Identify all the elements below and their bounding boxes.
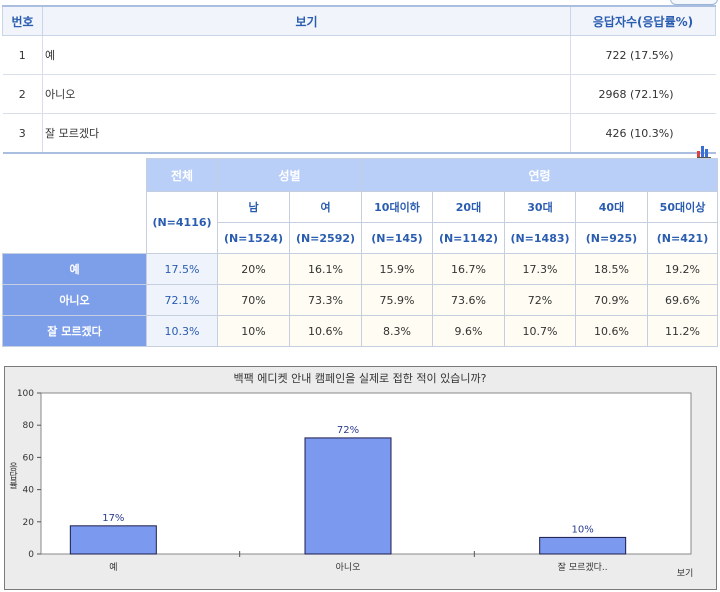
cell: 72% [504,284,576,316]
header-option: 보기 [42,5,571,36]
n-male: (N=1524) [217,222,290,254]
cell: 75.9% [361,284,433,316]
n-age-20: (N=1142) [432,222,505,254]
y-tick-label: 0 [28,550,34,560]
total-n: (N=4116) [146,191,218,254]
cross-table: 전체 성별 연령 (N=4116) 남 여 10대이하 20대 30대 40대 … [2,158,719,347]
bar [69,525,157,555]
bar-chart-icon[interactable] [697,145,711,158]
y-tick-label: 100 [17,389,34,399]
row-option: 잘 모르겠다 [42,113,571,154]
n-age-10: (N=145) [361,222,433,254]
row-label: 아니오 [2,284,147,316]
x-category-label: 아니오 [336,562,361,573]
col-female: 여 [289,191,362,223]
col-age-10: 10대이하 [361,191,433,223]
bar [539,536,627,555]
col-age-20: 20대 [432,191,505,223]
n-age-50: (N=421) [646,222,719,254]
bar-chart: 백팩 에디켓 안내 캠페인을 실제로 접한 적이 있습니까? 0 20 40 60 80 1… [7,372,694,579]
row-no: 1 [2,35,43,75]
chart-container: 백팩 에디켓 안내 캠페인을 실제로 접한 적이 있습니까? 0 20 40 60 80 1… [4,366,717,590]
header-count: 응답자수(응답률%) [570,5,716,36]
cell: 10.6% [289,315,362,347]
row-label: 잘 모르겠다 [2,315,147,347]
row-count: 426 (10.3%) [570,113,716,154]
cell: 15.9% [361,253,433,285]
chart-title: 백팩 에디켓 안내 캠페인을 실제로 접한 적이 있습니까? [234,372,487,385]
x-category-label: 예 [109,562,117,573]
cell: 16.7% [432,253,505,285]
n-age-30: (N=1483) [504,222,576,254]
row-no: 3 [2,113,43,154]
y-tick-label: 60 [23,453,35,463]
cell: 70% [217,284,290,316]
col-age-50: 50대이상 [646,191,719,223]
cell: 10% [217,315,290,347]
age-header: 연령 [360,158,719,192]
table-row: 2 아니오 2968 (72.1%) [2,74,716,114]
row-label: 예 [2,253,147,285]
table-row: 1 예 722 (17.5%) [2,35,716,75]
n-female: (N=2592) [289,222,362,254]
table-row: 아니오 72.1% 70% 73.3% 75.9% 73.6% 72% 70.9… [2,284,719,316]
bar-data-label: 10% [572,524,594,535]
row-count: 722 (17.5%) [570,35,716,75]
results-table: 번호 보기 응답자수(응답률%) 1 예 722 (17.5%) 2 아니오 2… [2,5,716,154]
cell: 19.2% [646,253,719,285]
corner-blank [2,158,147,254]
row-total: 17.5% [146,253,218,285]
total-header: 전체 [146,158,218,192]
bar [304,437,392,555]
x-axis-label: 보기 [677,568,694,579]
col-age-40: 40대 [575,191,648,223]
cell: 69.6% [646,284,719,316]
cell: 73.6% [432,284,505,316]
row-total: 72.1% [146,284,218,316]
cell: 20% [217,253,290,285]
cell: 11.2% [646,315,719,347]
row-total: 10.3% [146,315,218,347]
cell: 10.6% [575,315,648,347]
header-no: 번호 [2,5,43,36]
row-count: 2968 (72.1%) [570,74,716,114]
cell: 17.3% [504,253,576,285]
cell: 10.7% [504,315,576,347]
cell: 73.3% [289,284,362,316]
row-option: 아니오 [42,74,571,114]
row-option: 예 [42,35,571,75]
table-row: 잘 모르겠다 10.3% 10% 10.6% 8.3% 9.6% 10.7% 1… [2,315,719,347]
cell: 9.6% [432,315,505,347]
table-row: 3 잘 모르겠다 426 (10.3%) [2,113,716,154]
gender-header: 성별 [217,158,362,192]
row-no: 2 [2,74,43,114]
bar-data-label: 17% [102,513,124,524]
cell: 16.1% [289,253,362,285]
cell: 18.5% [575,253,648,285]
cell: 70.9% [575,284,648,316]
y-tick-label: 40 [23,486,35,496]
x-category-label: 잘 모르겠다.. [558,561,608,573]
y-tick-label: 80 [23,421,35,431]
cell: 8.3% [361,315,433,347]
y-tick-label: 20 [23,518,35,528]
table-row: 예 17.5% 20% 16.1% 15.9% 16.7% 17.3% 18.5… [2,253,719,285]
bar-data-label: 72% [337,425,359,436]
col-male: 남 [217,191,290,223]
n-age-40: (N=925) [575,222,648,254]
y-axis-label: 응답률 [7,462,17,489]
col-age-30: 30대 [504,191,576,223]
results-header-row: 번호 보기 응답자수(응답률%) [2,5,716,36]
